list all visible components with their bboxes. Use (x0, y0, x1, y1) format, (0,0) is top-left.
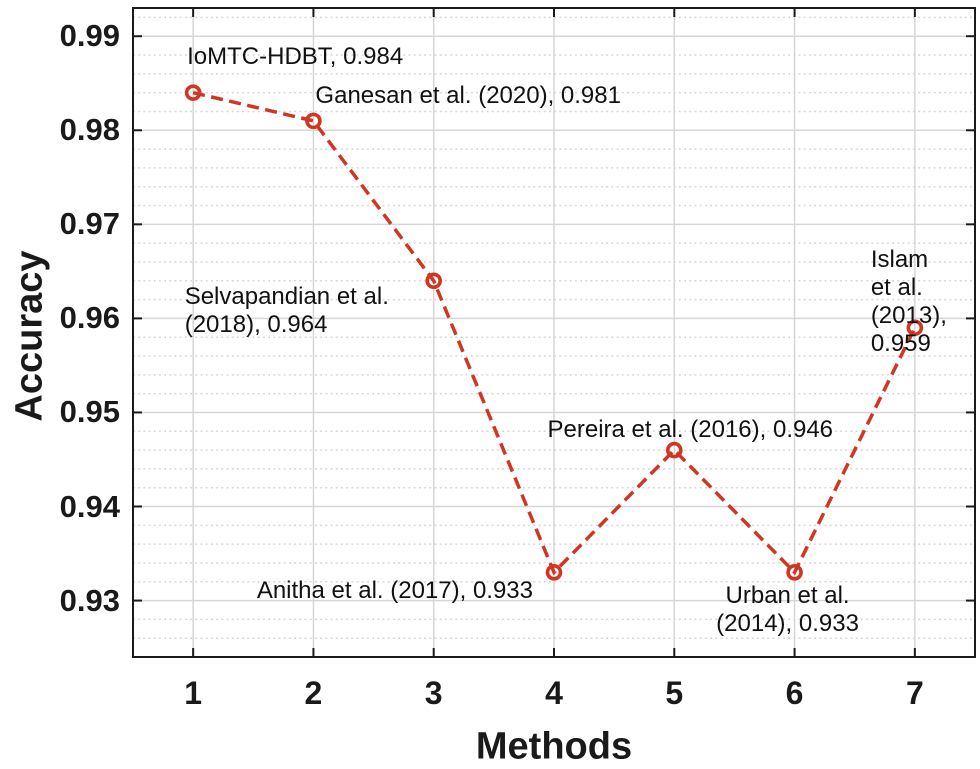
plot-box (132, 7, 976, 658)
data-point-marker (305, 112, 322, 130)
data-point-marker (184, 84, 202, 101)
data-point-marker (425, 272, 443, 290)
x-axis-title: Methods (475, 725, 633, 768)
data-point-marker (545, 564, 563, 581)
y-axis-title: Accuracy (8, 250, 51, 422)
series-line (192, 90, 917, 576)
data-point-marker (906, 319, 924, 337)
data-point-marker (786, 564, 803, 581)
data-point-marker (665, 441, 683, 459)
